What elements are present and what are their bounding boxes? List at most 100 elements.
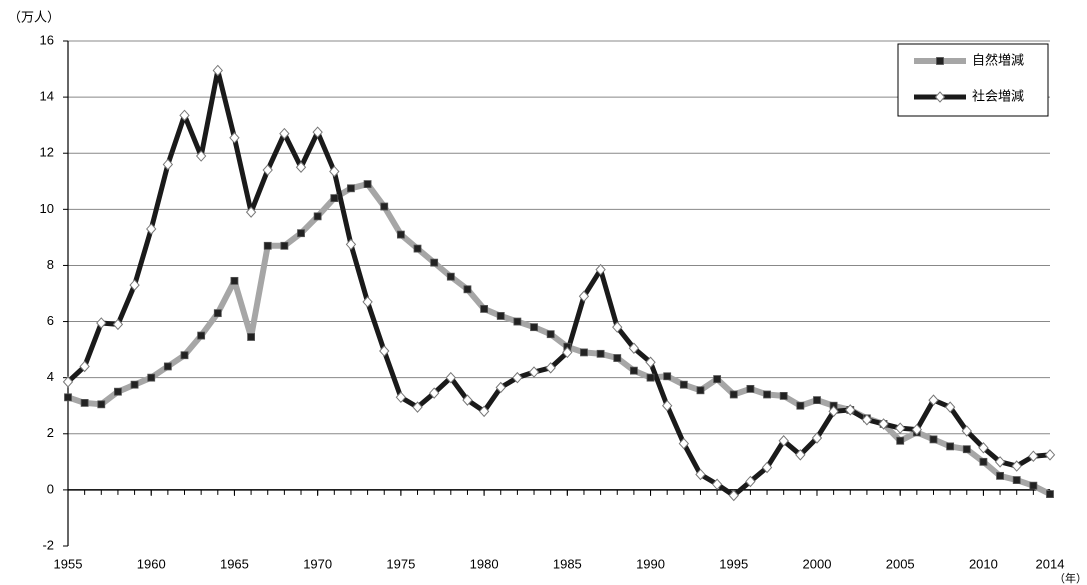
marker	[934, 91, 946, 103]
marker	[213, 309, 222, 318]
x-tick-label: 1960	[137, 556, 166, 571]
marker	[679, 380, 688, 389]
y-tick-label: 14	[40, 89, 54, 104]
legend-box	[897, 43, 1049, 117]
x-unit: （年）	[1054, 571, 1087, 585]
marker	[162, 158, 174, 171]
x-tick-label: 2005	[886, 556, 915, 571]
marker	[962, 445, 971, 454]
marker	[746, 384, 755, 393]
marker	[413, 244, 422, 253]
marker	[362, 296, 373, 308]
marker	[763, 390, 771, 399]
marker	[345, 238, 357, 251]
y-tick-label: 8	[47, 257, 54, 272]
marker	[329, 165, 340, 178]
marker	[662, 399, 673, 412]
legend-label: 社会増減	[972, 88, 1024, 103]
marker	[96, 317, 107, 329]
marker	[695, 468, 706, 481]
marker	[796, 401, 805, 410]
marker	[779, 392, 788, 400]
marker	[562, 346, 573, 359]
marker	[180, 351, 189, 360]
marker	[114, 387, 122, 396]
marker	[480, 305, 489, 313]
marker	[445, 371, 456, 384]
marker	[944, 401, 956, 413]
y-tick-label: 16	[40, 32, 54, 47]
marker	[994, 456, 1006, 468]
marker	[512, 371, 523, 384]
x-tick-label: 1990	[636, 556, 665, 571]
marker	[530, 323, 538, 332]
marker	[313, 212, 322, 221]
marker	[280, 241, 289, 250]
marker	[911, 423, 923, 436]
marker	[996, 471, 1004, 480]
marker	[578, 290, 590, 303]
x-tick-label: 1965	[220, 556, 249, 571]
marker	[580, 348, 588, 357]
marker	[678, 437, 690, 450]
marker	[64, 393, 72, 402]
marker	[79, 360, 90, 373]
marker	[428, 387, 440, 399]
x-tick-label: 1970	[303, 556, 332, 571]
marker	[163, 362, 172, 371]
marker	[795, 449, 806, 461]
x-tick-label: 2010	[969, 556, 998, 571]
marker	[330, 194, 339, 203]
marker	[595, 263, 606, 276]
marker	[262, 164, 273, 176]
marker	[112, 318, 124, 331]
marker	[463, 285, 472, 294]
marker	[646, 373, 655, 382]
y-unit: （万人）	[8, 9, 60, 24]
marker	[396, 230, 405, 239]
marker	[928, 394, 939, 406]
marker	[478, 405, 490, 418]
marker	[146, 223, 157, 235]
marker	[946, 442, 955, 451]
marker	[513, 317, 522, 326]
marker	[297, 229, 305, 238]
y-tick-label: 6	[47, 313, 54, 328]
marker	[1029, 481, 1038, 490]
marker	[147, 373, 156, 382]
y-tick-label: -2	[42, 537, 54, 552]
marker	[1012, 476, 1021, 484]
marker	[845, 404, 856, 416]
marker	[212, 64, 223, 77]
marker	[729, 390, 738, 399]
marker	[936, 57, 944, 65]
marker	[379, 345, 390, 357]
marker	[129, 279, 140, 291]
marker	[745, 475, 756, 488]
marker	[462, 394, 473, 406]
marker	[929, 435, 938, 444]
marker	[612, 321, 623, 333]
marker	[528, 366, 540, 378]
marker	[446, 272, 455, 281]
marker	[613, 354, 622, 362]
marker	[430, 258, 439, 267]
marker	[312, 126, 323, 138]
y-tick-label: 12	[40, 145, 54, 160]
marker	[645, 356, 656, 368]
marker	[978, 442, 989, 454]
marker	[279, 127, 290, 140]
marker	[179, 109, 190, 122]
marker	[663, 372, 672, 381]
marker	[878, 418, 889, 430]
series-line	[66, 67, 1051, 498]
marker	[347, 184, 355, 193]
marker	[728, 489, 739, 502]
marker	[628, 342, 640, 354]
marker	[778, 435, 789, 447]
marker	[495, 381, 506, 394]
y-tick-label: 2	[47, 425, 54, 440]
x-tick-label: 1980	[470, 556, 499, 571]
marker	[363, 180, 372, 188]
